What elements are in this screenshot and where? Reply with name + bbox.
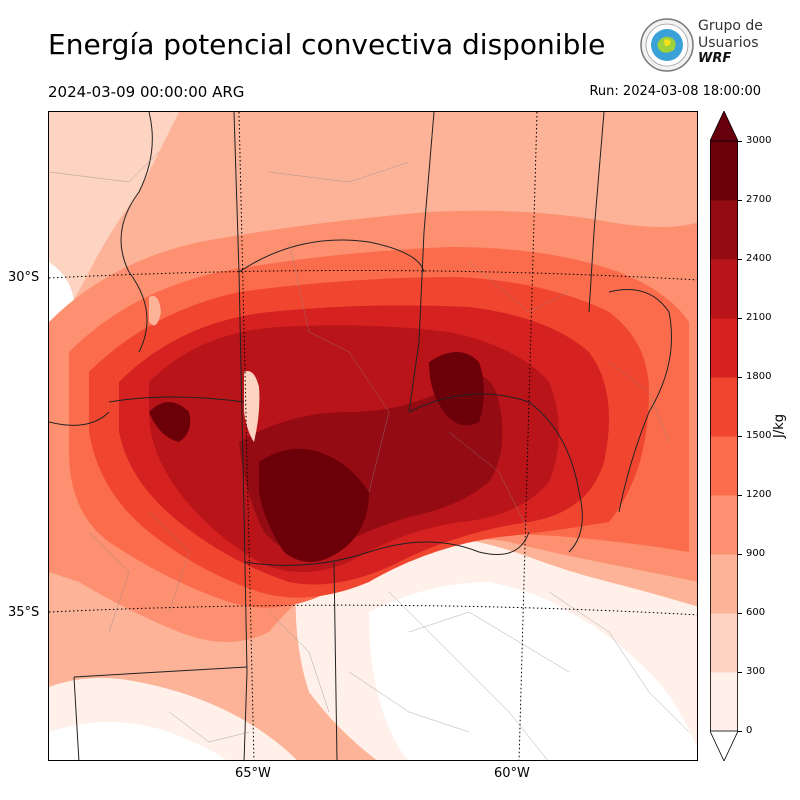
department-borders [49,151,690,760]
wrf-logo [640,18,694,72]
colorbar-tick-mark [738,436,742,437]
cape-level-none-west [49,722,227,760]
logo-text-line1: Grupo de [698,18,763,34]
logo-text-line2: Usuarios [698,35,759,51]
colorbar-tick-mark [738,731,742,732]
colorbar-unit-label: J/kg [772,414,787,438]
colorbar-tick-label: 0 [746,725,753,736]
colorbar-frame [710,140,738,732]
colorbar-segment [710,259,738,319]
colorbar-segment [710,436,738,496]
chart-title: Energía potencial convectiva disponible [48,28,606,61]
colorbar-tick-label: 2400 [746,253,772,264]
colorbar-tick-mark [738,554,742,555]
colorbar-segment [710,672,738,732]
lon-label-60w: 60°W [494,766,530,781]
colorbar-tick-mark [738,318,742,319]
lat-label-30s: 30°S [8,270,40,285]
colorbar-segment [710,377,738,437]
colorbar-segment [710,318,738,378]
colorbar-tick-label: 1800 [746,371,772,382]
logo-text-line3: WRF [698,51,732,66]
colorbar-tick-mark [738,200,742,201]
colorbar-extend-min [710,730,738,761]
colorbar-segment [710,554,738,614]
colorbar-tick-label: 600 [746,607,766,618]
valid-time-label: 2024-03-09 00:00:00 ARG [48,83,245,101]
colorbar-tick-label: 1200 [746,489,772,500]
cape-level-none [369,582,697,760]
colorbar-tick-label: 2700 [746,194,772,205]
colorbar-tick-mark [738,141,742,142]
colorbar-tick-label: 2100 [746,312,772,323]
colorbar-tick-mark [738,259,742,260]
colorbar-segment [710,495,738,555]
cape-map-canvas [49,112,697,760]
province-borders [49,112,672,760]
lon-label-65w: 65°W [235,766,271,781]
run-time-label: Run: 2024-03-08 18:00:00 [589,84,761,99]
cape-low-spot [149,296,161,326]
colorbar-segment [710,613,738,673]
cape-level-2700 [259,448,369,562]
colorbar [710,111,738,761]
colorbar-tick-mark [738,377,742,378]
cape-level-300-nw [49,112,179,332]
colorbar-tick-mark [738,495,742,496]
colorbar-tick-label: 3000 [746,135,772,146]
cape-low-streak [244,371,260,442]
cape-level-2700-north [429,352,484,426]
cape-level-2700-west [149,402,191,442]
colorbar-tick-label: 900 [746,548,766,559]
colorbar-segment [710,141,738,201]
colorbar-tick-label: 300 [746,666,766,677]
colorbar-tick-mark [738,672,742,673]
colorbar-segment [710,200,738,260]
colorbar-extend-max [710,111,738,142]
colorbar-tick-mark [738,613,742,614]
colorbar-tick-label: 1500 [746,430,772,441]
graticule [49,112,697,760]
lat-label-35s: 35°S [8,605,40,620]
cape-map [48,111,698,761]
